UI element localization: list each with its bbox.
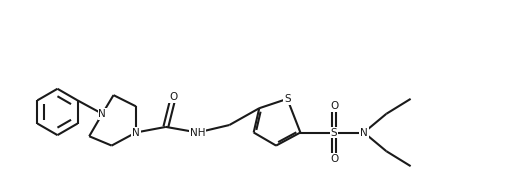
Text: S: S [331,127,337,138]
Text: N: N [360,127,368,138]
Text: O: O [330,154,338,164]
Text: O: O [330,101,338,111]
Text: S: S [284,94,290,104]
Text: O: O [169,92,177,102]
Text: N: N [132,127,140,138]
Text: N: N [98,109,106,119]
Text: NH: NH [190,127,205,138]
